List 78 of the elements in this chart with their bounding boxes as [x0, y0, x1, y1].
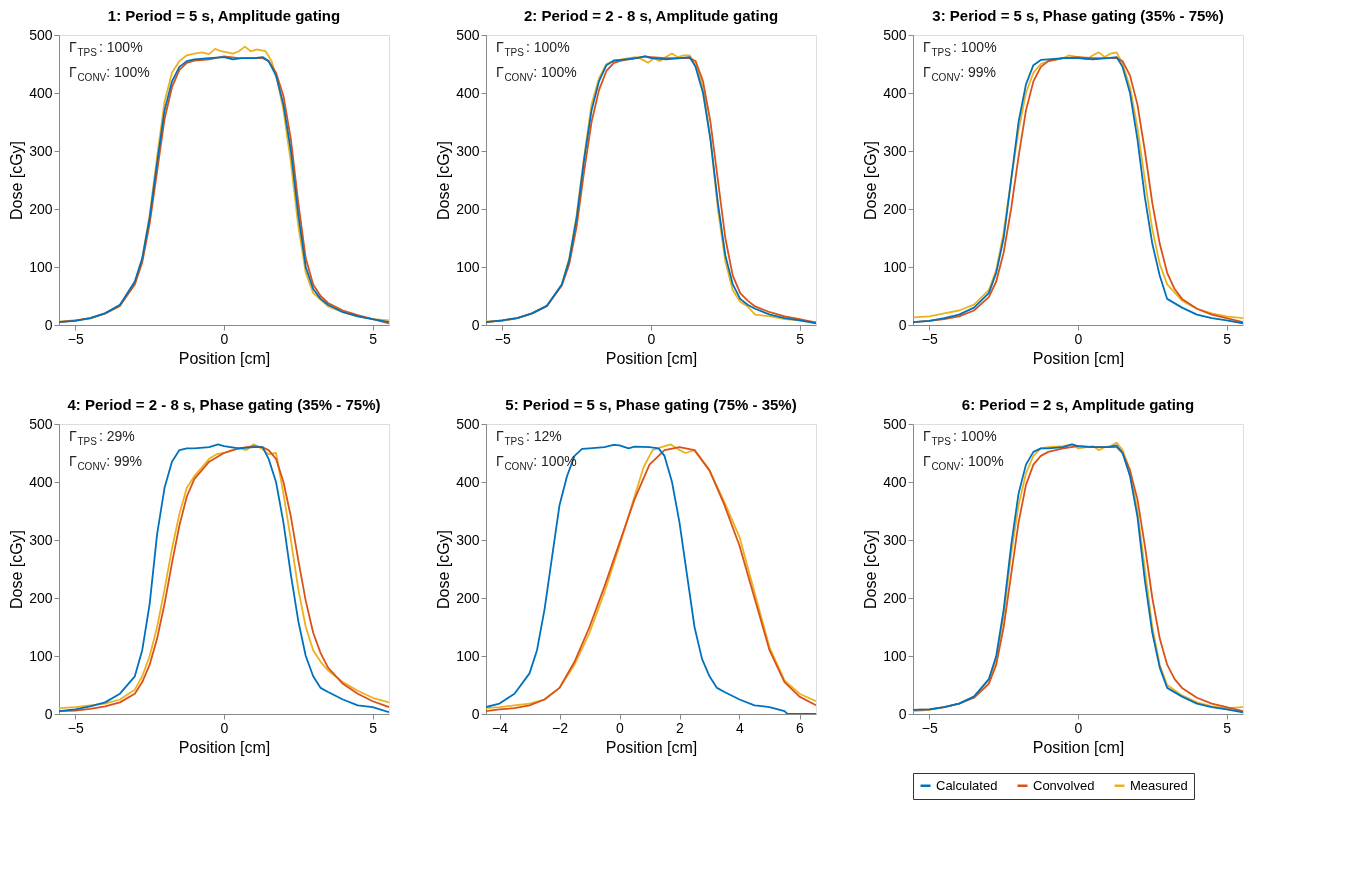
- chart-title: 5: Period = 5 s, Phase gating (75% - 35%): [505, 396, 797, 413]
- x-axis-title: Position [cm]: [605, 349, 698, 367]
- y-tick-label: 500: [883, 415, 907, 432]
- chart-title: 1: Period = 5 s, Amplitude gating: [107, 7, 341, 24]
- x-tick-label: 0: [220, 330, 229, 347]
- x-tick-label: 4: [736, 719, 745, 736]
- y-axis-title: Dose [cGy]: [8, 529, 26, 610]
- y-tick-label: 200: [456, 200, 480, 217]
- x-axis-title: Position [cm]: [178, 738, 271, 756]
- y-tick-label: 200: [29, 589, 53, 606]
- x-tick-label: −5: [494, 330, 512, 347]
- y-tick-label: 500: [29, 26, 53, 43]
- y-axis-title: Dose [cGy]: [862, 140, 880, 221]
- y-tick-label: 0: [44, 316, 53, 333]
- y-tick-label: 100: [456, 647, 480, 664]
- y-tick-label: 100: [456, 258, 480, 275]
- x-tick-label: 0: [616, 719, 625, 736]
- y-tick-label: 0: [898, 316, 907, 333]
- y-tick-label: 200: [883, 200, 907, 217]
- y-tick-label: 200: [29, 200, 53, 217]
- y-tick-label: 400: [456, 473, 480, 490]
- y-tick-label: 400: [29, 84, 53, 101]
- y-tick-label: 200: [883, 589, 907, 606]
- x-tick-label: 0: [220, 719, 229, 736]
- x-tick-label: −4: [492, 719, 509, 736]
- y-tick-label: 100: [29, 258, 53, 275]
- y-tick-label: 500: [29, 415, 53, 432]
- y-tick-label: 500: [456, 415, 480, 432]
- x-tick-label: −5: [921, 330, 939, 347]
- x-tick-label: −5: [67, 330, 85, 347]
- x-tick-label: 5: [369, 719, 378, 736]
- y-tick-label: 300: [29, 531, 53, 548]
- x-tick-label: 0: [1074, 330, 1083, 347]
- y-tick-label: 400: [883, 473, 907, 490]
- y-tick-label: 300: [883, 142, 907, 159]
- chart-title: 4: Period = 2 - 8 s, Phase gating (35% - 75%): [67, 396, 381, 413]
- x-tick-label: 5: [1223, 330, 1232, 347]
- y-axis-title: Dose [cGy]: [8, 140, 26, 221]
- x-tick-label: 6: [796, 719, 805, 736]
- y-tick-label: 300: [883, 531, 907, 548]
- legend-label: Measured: [1130, 777, 1188, 793]
- chart-title: 6: Period = 2 s, Amplitude gating: [961, 396, 1195, 413]
- y-tick-label: 0: [44, 705, 53, 722]
- y-tick-label: 500: [883, 26, 907, 43]
- y-axis-title: Dose [cGy]: [862, 529, 880, 610]
- y-tick-label: 400: [456, 84, 480, 101]
- x-tick-label: −5: [921, 719, 939, 736]
- y-tick-label: 100: [883, 647, 907, 664]
- x-axis-title: Position [cm]: [1032, 349, 1125, 367]
- x-tick-label: 0: [1074, 719, 1083, 736]
- y-axis-title: Dose [cGy]: [435, 529, 453, 610]
- x-tick-label: 0: [647, 330, 656, 347]
- y-tick-label: 300: [29, 142, 53, 159]
- x-tick-label: −2: [552, 719, 569, 736]
- y-tick-label: 400: [29, 473, 53, 490]
- y-tick-label: 100: [29, 647, 53, 664]
- chart-title: 3: Period = 5 s, Phase gating (35% - 75%): [932, 7, 1224, 24]
- x-tick-label: −5: [67, 719, 85, 736]
- y-tick-label: 300: [456, 142, 480, 159]
- x-tick-label: 2: [676, 719, 685, 736]
- y-tick-label: 0: [471, 705, 480, 722]
- x-tick-label: 5: [1223, 719, 1232, 736]
- legend-label: Calculated: [936, 777, 998, 793]
- y-tick-label: 0: [471, 316, 480, 333]
- x-tick-label: 5: [369, 330, 378, 347]
- legend-label: Convolved: [1033, 777, 1095, 793]
- y-tick-label: 500: [456, 26, 480, 43]
- y-tick-label: 100: [883, 258, 907, 275]
- y-tick-label: 0: [898, 705, 907, 722]
- x-axis-title: Position [cm]: [178, 349, 271, 367]
- y-tick-label: 300: [456, 531, 480, 548]
- y-axis-title: Dose [cGy]: [435, 140, 453, 221]
- x-axis-title: Position [cm]: [1032, 738, 1125, 756]
- x-tick-label: 5: [796, 330, 805, 347]
- chart-title: 2: Period = 2 - 8 s, Amplitude gating: [523, 7, 779, 24]
- x-axis-title: Position [cm]: [605, 738, 698, 756]
- y-tick-label: 400: [883, 84, 907, 101]
- y-tick-label: 200: [456, 589, 480, 606]
